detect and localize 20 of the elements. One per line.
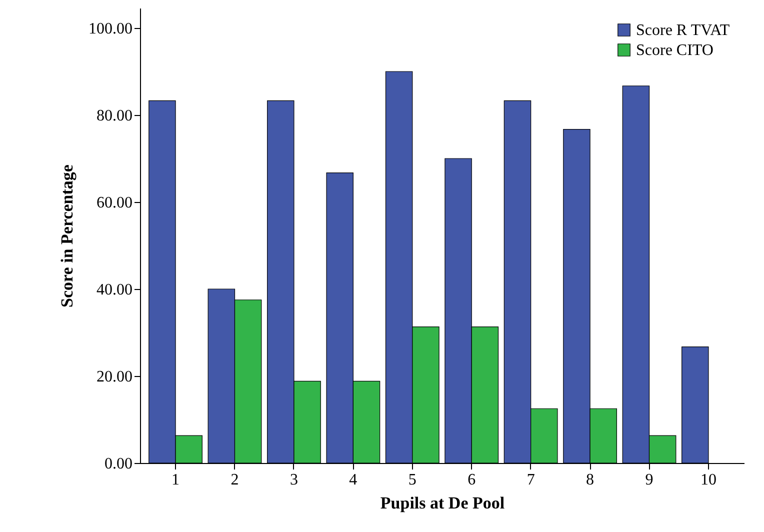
x-axis-title: Pupils at De Pool bbox=[380, 494, 505, 512]
x-tick-label: 9 bbox=[645, 472, 654, 488]
y-tick-label: 40.00 bbox=[96, 282, 132, 299]
x-tick-label: 1 bbox=[172, 472, 180, 488]
y-tick-label: 100.00 bbox=[88, 20, 132, 38]
y-axis-title: Score in Percentage bbox=[58, 164, 76, 308]
legend-label: Score CITO bbox=[636, 42, 714, 59]
x-tick-label: 7 bbox=[526, 472, 535, 488]
x-tick-label: 3 bbox=[290, 472, 298, 488]
x-tick-label: 4 bbox=[349, 472, 358, 488]
x-tick-label: 2 bbox=[230, 472, 239, 488]
x-tick-label: 6 bbox=[468, 472, 476, 488]
y-tick-label: 80.00 bbox=[96, 108, 132, 125]
x-tick-label: 8 bbox=[586, 472, 594, 488]
x-tick-label: 5 bbox=[408, 472, 416, 488]
y-tick-label: 60.00 bbox=[96, 194, 132, 212]
y-tick-label: 0.00 bbox=[104, 456, 132, 472]
legend-label: Score R TVAT bbox=[636, 22, 730, 39]
x-tick-label: 10 bbox=[700, 472, 716, 488]
y-tick-label: 20.00 bbox=[96, 368, 132, 386]
